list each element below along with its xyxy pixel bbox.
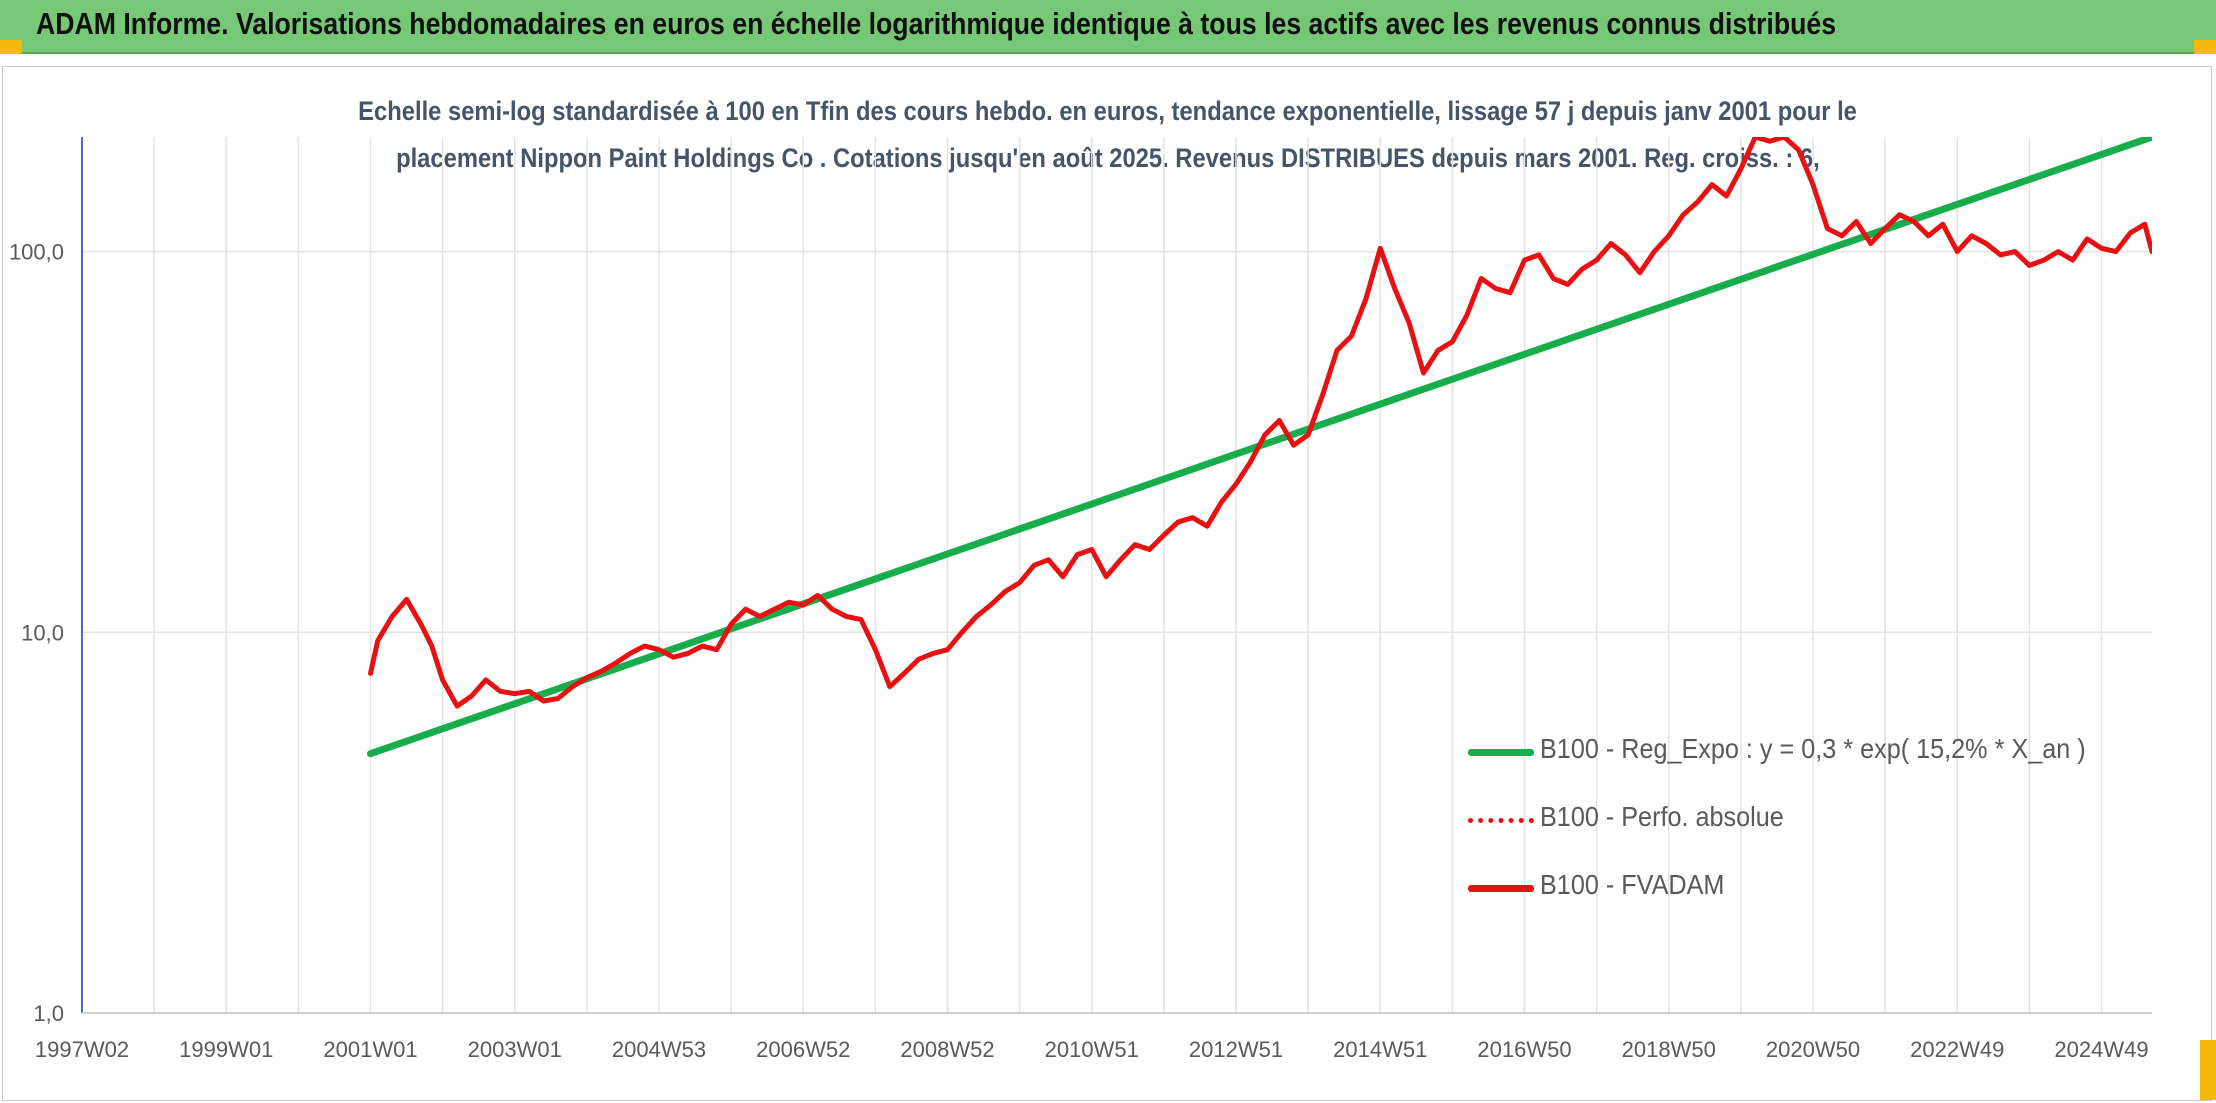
- x-tick-label: 1997W02: [35, 1037, 129, 1062]
- chart-title-line1: Echelle semi-log standardisée à 100 en T…: [0, 96, 2216, 127]
- x-tick-label: 2003W01: [468, 1037, 562, 1062]
- y-tick-label: 10,0: [21, 620, 64, 645]
- report-title: ADAM Informe. Valorisations hebdomadaire…: [36, 6, 1837, 41]
- x-tick-label: 2022W49: [1910, 1037, 2004, 1062]
- chart-title-line2: placement Nippon Paint Holdings Co . Cot…: [0, 143, 2216, 174]
- x-tick-label: 2016W50: [1477, 1037, 1571, 1062]
- x-tick-label: 2004W53: [612, 1037, 706, 1062]
- x-tick-label: 2006W52: [756, 1037, 850, 1062]
- x-tick-label: 1999W01: [179, 1037, 273, 1062]
- x-tick-label: 2018W50: [1622, 1037, 1716, 1062]
- chart-title-line1-text: Echelle semi-log standardisée à 100 en T…: [358, 96, 1858, 126]
- accent-bar-right: [2200, 1040, 2216, 1100]
- chart-title-line2-text: placement Nippon Paint Holdings Co . Cot…: [396, 143, 1820, 173]
- accent-corner-left: [0, 40, 22, 54]
- x-tick-label: 2008W52: [900, 1037, 994, 1062]
- legend-swatch-regression: [1468, 749, 1534, 756]
- chart-frame: [2, 66, 2212, 1101]
- x-tick-label: 2001W01: [323, 1037, 417, 1062]
- legend-label-perfo: B100 - Perfo. absolue: [1540, 801, 1784, 832]
- x-tick-label: 2024W49: [2054, 1037, 2148, 1062]
- x-tick-label: 2020W50: [1766, 1037, 1860, 1062]
- series-line-fvadam: [368, 137, 2152, 709]
- y-tick-label: 100,0: [9, 240, 64, 265]
- header-banner: ADAM Informe. Valorisations hebdomadaire…: [0, 0, 2216, 54]
- y-tick-label: 1,0: [33, 1001, 64, 1026]
- x-tick-label: 2010W51: [1045, 1037, 1139, 1062]
- legend-swatch-perfo: [1468, 818, 1534, 823]
- legend-label-regression: B100 - Reg_Expo : y = 0,3 * exp( 15,2% *…: [1540, 733, 2086, 764]
- accent-corner-right: [2194, 40, 2216, 54]
- x-tick-label: 2012W51: [1189, 1037, 1283, 1062]
- legend-label-fvadam: B100 - FVADAM: [1540, 869, 1725, 900]
- legend-swatch-fvadam: [1468, 885, 1534, 892]
- x-tick-label: 2014W51: [1333, 1037, 1427, 1062]
